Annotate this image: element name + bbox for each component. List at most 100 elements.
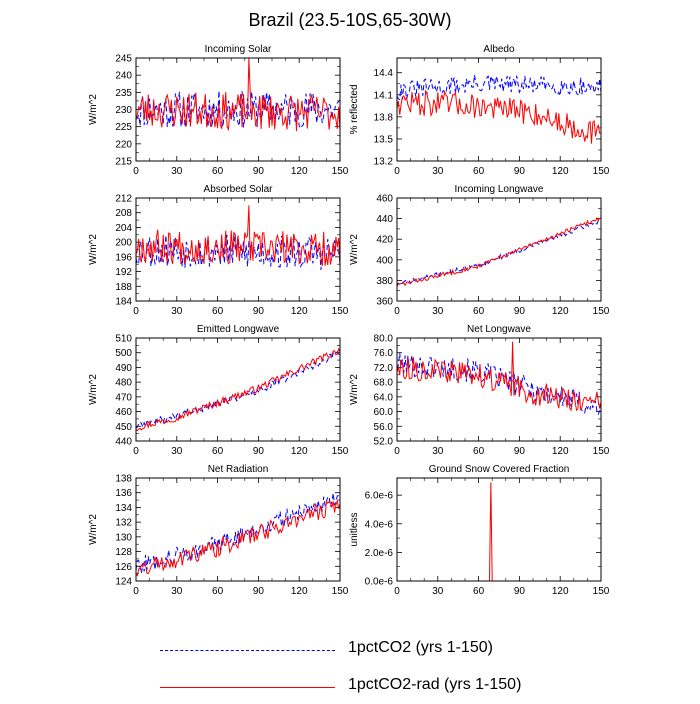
series-1pctco2-line: [396, 352, 602, 416]
x-tick-label: 60: [473, 306, 485, 317]
y-tick-label: 215: [115, 157, 132, 168]
panel-title: Incoming Solar: [205, 44, 272, 55]
x-tick-label: 90: [514, 306, 526, 317]
y-tick-label: 130: [115, 532, 132, 543]
x-tick-label: 90: [253, 306, 265, 317]
x-tick-label: 30: [171, 446, 183, 457]
x-tick-label: 90: [514, 586, 526, 597]
plot-frame: [135, 197, 341, 302]
legend-label: 1pctCO2 (yrs 1-150): [348, 639, 493, 656]
plot-frame: [396, 337, 602, 442]
y-tick-label: 126: [115, 562, 132, 573]
panel-title: Net Radiation: [208, 464, 269, 475]
x-tick-label: 150: [332, 446, 349, 457]
series-1pctco2-rad-line: [396, 89, 602, 144]
y-tick-label: 80.0: [374, 334, 394, 345]
x-tick-label: 150: [593, 306, 610, 317]
x-tick-label: 120: [291, 586, 308, 597]
x-tick-label: 90: [514, 446, 526, 457]
y-tick-label: 360: [376, 297, 393, 308]
y-tick-label: 208: [115, 208, 132, 219]
plot-frame: [135, 337, 341, 442]
y-tick-label: 510: [115, 334, 132, 345]
x-tick-label: 60: [212, 586, 224, 597]
panel-net-longwave: Net Longwave W/m^2 52.0 56.0 60.0 64.0 68.0 72.…: [349, 324, 610, 457]
y-axis-label: W/m^2: [88, 374, 99, 405]
series-1pctco2-rad-line: [396, 216, 602, 287]
x-tick-label: 150: [593, 166, 610, 177]
x-tick-label: 30: [171, 166, 183, 177]
plot-frame: [396, 477, 602, 582]
plot-frame: [396, 197, 602, 302]
x-tick-label: 0: [394, 306, 400, 317]
panel-albedo: Albedo % reflected 13.2 13.5 13.8 14.1 14.4 0 30…: [349, 44, 610, 177]
y-tick-label: 192: [115, 267, 132, 278]
x-tick-label: 30: [432, 586, 444, 597]
panel-title: Emitted Longwave: [197, 324, 280, 335]
y-tick-label: 136: [115, 488, 132, 499]
x-tick-label: 120: [291, 446, 308, 457]
y-tick-label: 124: [115, 577, 132, 588]
x-tick-label: 60: [212, 166, 224, 177]
x-tick-label: 150: [332, 586, 349, 597]
x-tick-label: 90: [253, 446, 265, 457]
x-tick-label: 150: [332, 166, 349, 177]
x-tick-label: 60: [212, 306, 224, 317]
y-axis-label: W/m^2: [349, 374, 360, 405]
x-tick-label: 0: [394, 446, 400, 457]
panel-ground-snow-covered-fraction: Ground Snow Covered Fraction unitless 0.0e…: [349, 464, 610, 597]
y-tick-label: 460: [115, 407, 132, 418]
series-1pctco2-rad-line: [135, 498, 341, 577]
series-1pctco2-rad-line: [396, 341, 602, 412]
y-axis-label: W/m^2: [88, 234, 99, 265]
y-tick-label: 480: [115, 378, 132, 389]
y-tick-label: 500: [115, 348, 132, 359]
x-tick-label: 120: [552, 306, 569, 317]
x-tick-label: 0: [133, 446, 139, 457]
y-tick-label: 4.0e-6: [365, 519, 394, 530]
panel-incoming-solar: Incoming Solar W/m^2 215 220 225 230 235 240 245…: [88, 44, 349, 177]
x-tick-label: 120: [291, 306, 308, 317]
series-1pctco2-rad-line: [135, 347, 341, 432]
y-tick-label: 204: [115, 223, 132, 234]
y-tick-label: 490: [115, 363, 132, 374]
x-tick-label: 120: [291, 166, 308, 177]
x-tick-label: 90: [253, 166, 265, 177]
y-tick-label: 128: [115, 547, 132, 558]
y-tick-label: 132: [115, 518, 132, 529]
y-tick-label: 235: [115, 88, 132, 99]
x-tick-label: 120: [552, 586, 569, 597]
x-tick-label: 0: [133, 306, 139, 317]
y-tick-label: 230: [115, 105, 132, 116]
x-tick-label: 90: [514, 166, 526, 177]
x-tick-label: 60: [212, 446, 224, 457]
panel-incoming-longwave: Incoming Longwave W/m^2 360 380 400 420 440 460…: [349, 184, 610, 317]
x-tick-label: 60: [473, 166, 485, 177]
y-tick-label: 64.0: [374, 392, 394, 403]
y-tick-label: 14.1: [374, 90, 394, 101]
y-tick-label: 72.0: [374, 363, 394, 374]
x-tick-label: 30: [432, 446, 444, 457]
y-tick-label: 200: [115, 238, 132, 249]
legend-solid-line: [160, 687, 335, 688]
y-tick-label: 52.0: [374, 437, 394, 448]
plot-frame: [396, 57, 602, 162]
y-tick-label: 0.0e-6: [365, 577, 394, 588]
y-axis-label: % reflected: [349, 84, 360, 134]
x-tick-label: 30: [171, 306, 183, 317]
y-tick-label: 240: [115, 71, 132, 82]
series-1pctco2-rad-line: [135, 205, 341, 267]
x-tick-label: 0: [133, 166, 139, 177]
y-tick-label: 420: [376, 235, 393, 246]
y-tick-label: 134: [115, 503, 132, 514]
legend-dashed-line: [160, 650, 335, 651]
y-tick-label: 212: [115, 194, 132, 205]
y-tick-label: 13.5: [374, 134, 394, 145]
panel-absorbed-solar: Absorbed Solar W/m^2 184 188 192 196 200 204 208…: [88, 184, 349, 317]
y-tick-label: 400: [376, 255, 393, 266]
x-tick-label: 150: [593, 446, 610, 457]
plot-frame: [135, 477, 341, 582]
x-tick-label: 90: [253, 586, 265, 597]
y-tick-label: 6.0e-6: [365, 491, 394, 502]
